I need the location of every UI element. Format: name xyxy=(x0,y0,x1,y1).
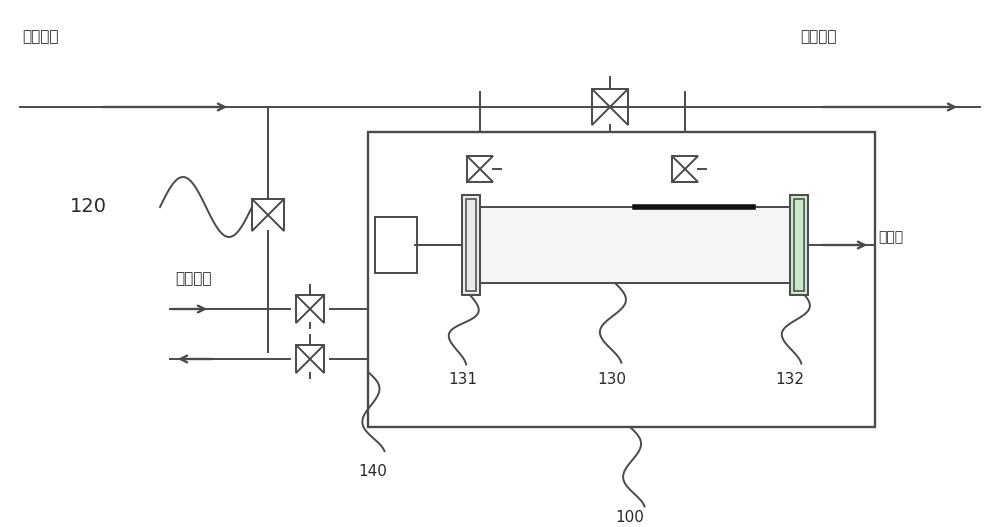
Bar xyxy=(375,217,417,273)
Bar xyxy=(790,195,808,295)
Bar xyxy=(794,199,804,291)
Text: 130: 130 xyxy=(597,372,626,386)
Bar xyxy=(462,195,480,295)
Bar xyxy=(368,132,875,427)
Text: 红外光: 红外光 xyxy=(878,230,903,244)
Text: 气体流向: 气体流向 xyxy=(800,30,836,44)
Text: 氮气冲洗: 氮气冲洗 xyxy=(175,271,212,287)
Text: 气体流向: 气体流向 xyxy=(22,30,58,44)
Bar xyxy=(480,207,790,283)
Text: 132: 132 xyxy=(775,372,804,386)
Bar xyxy=(466,199,476,291)
Text: 140: 140 xyxy=(358,464,387,480)
Text: 100: 100 xyxy=(615,510,644,524)
Text: 120: 120 xyxy=(70,198,107,217)
Text: 131: 131 xyxy=(448,372,477,386)
